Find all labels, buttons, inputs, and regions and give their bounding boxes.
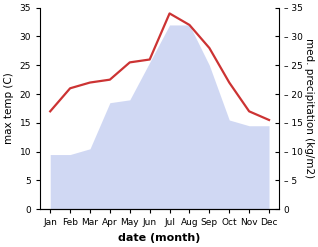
- Y-axis label: max temp (C): max temp (C): [4, 73, 14, 144]
- X-axis label: date (month): date (month): [118, 233, 201, 243]
- Y-axis label: med. precipitation (kg/m2): med. precipitation (kg/m2): [304, 38, 314, 179]
